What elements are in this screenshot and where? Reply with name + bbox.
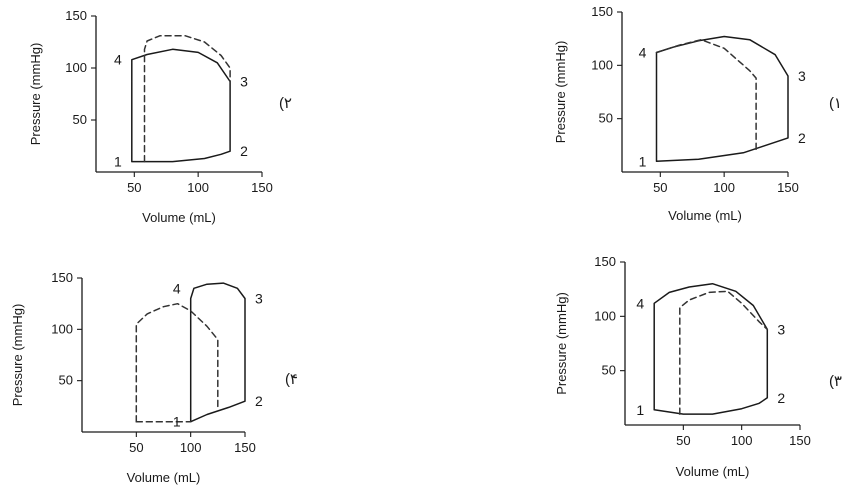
x-tick-label: 100 <box>180 440 202 455</box>
dashed-loop-2 <box>655 38 757 152</box>
panel-label: (۳ <box>829 373 842 390</box>
point-label-4: 4 <box>173 280 181 296</box>
y-tick-label: 50 <box>73 112 87 127</box>
dashed-loop-2 <box>143 35 231 163</box>
solid-loop-1 <box>131 48 231 163</box>
x-tick-label: 50 <box>676 433 690 448</box>
x-axis-label: Volume (mL) <box>668 208 742 223</box>
point-label-2: 2 <box>777 390 785 406</box>
point-label-2: 2 <box>240 143 248 159</box>
point-label-3: 3 <box>798 68 806 84</box>
y-tick-label: 50 <box>602 363 616 378</box>
y-tick-label: 50 <box>599 111 613 126</box>
x-tick-label: 50 <box>127 180 141 195</box>
point-label-2: 2 <box>255 393 263 409</box>
point-label-4: 4 <box>114 52 122 68</box>
dashed-loop-2 <box>679 290 769 415</box>
y-axis-label: Pressure (mmHg) <box>28 43 43 146</box>
x-tick-label: 50 <box>653 180 667 195</box>
panel-label: (۱ <box>829 95 842 112</box>
y-axis-label: Pressure (mmHg) <box>554 292 569 395</box>
point-label-1: 1 <box>173 414 181 430</box>
pv-chart-4: 50 100 150 50 100 150 Volume (mL) Pressure (mmH… <box>10 270 298 485</box>
point-label-4: 4 <box>636 295 644 311</box>
panel-label: (۴ <box>285 371 298 388</box>
pv-chart-2: 50 100 150 50 100 150 Volume (mL) Pressure (mmH… <box>28 8 292 225</box>
point-label-3: 3 <box>777 321 785 337</box>
x-tick-label: 100 <box>731 433 753 448</box>
point-label-1: 1 <box>114 154 122 170</box>
x-tick-label: 100 <box>187 180 209 195</box>
x-tick-label: 150 <box>777 180 799 195</box>
y-tick-label: 100 <box>51 321 73 336</box>
y-tick-label: 100 <box>594 308 616 323</box>
y-tick-label: 150 <box>65 8 87 23</box>
x-tick-label: 150 <box>789 433 811 448</box>
point-label-4: 4 <box>639 45 647 61</box>
y-tick-label: 50 <box>59 373 73 388</box>
x-axis-label: Volume (mL) <box>127 470 201 485</box>
panel-label: (۲ <box>279 95 292 112</box>
x-axis-label: Volume (mL) <box>142 210 216 225</box>
dashed-loop-2 <box>135 302 219 423</box>
solid-loop-1 <box>189 282 246 423</box>
x-tick-label: 150 <box>251 180 273 195</box>
x-axis-label: Volume (mL) <box>676 464 750 479</box>
point-label-3: 3 <box>255 291 263 307</box>
solid-loop-1 <box>655 35 789 163</box>
x-tick-label: 50 <box>129 440 143 455</box>
point-label-1: 1 <box>639 153 647 169</box>
pv-chart-3: 50 100 150 50 100 150 Volume (mL) Pressure (mmH… <box>554 254 842 479</box>
y-tick-label: 150 <box>51 270 73 285</box>
point-label-3: 3 <box>240 74 248 90</box>
pv-chart-1: 50 100 150 50 100 150 Volume (mL) Pressure (mmH… <box>553 4 842 223</box>
x-tick-label: 150 <box>234 440 256 455</box>
y-tick-label: 150 <box>591 4 613 19</box>
y-tick-label: 150 <box>594 254 616 269</box>
point-label-2: 2 <box>798 130 806 146</box>
y-tick-label: 100 <box>65 60 87 75</box>
solid-loop-1 <box>653 282 769 415</box>
y-axis-label: Pressure (mmHg) <box>553 41 568 144</box>
y-axis-label: Pressure (mmHg) <box>10 304 25 407</box>
x-tick-label: 100 <box>713 180 735 195</box>
point-label-1: 1 <box>636 402 644 418</box>
y-tick-label: 100 <box>591 57 613 72</box>
